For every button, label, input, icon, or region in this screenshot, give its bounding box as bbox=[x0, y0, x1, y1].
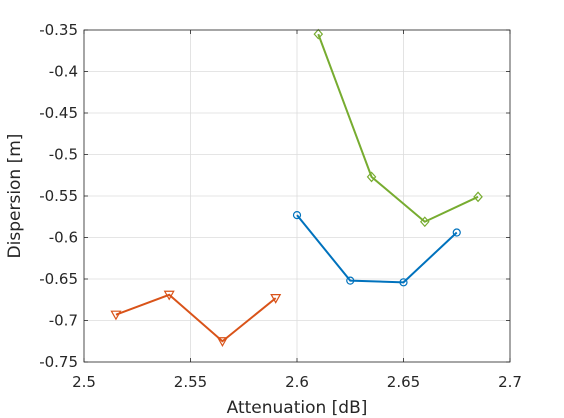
y-tick-label: -0.35 bbox=[39, 21, 78, 39]
y-tick-label: -0.4 bbox=[49, 63, 78, 81]
y-tick-label: -0.75 bbox=[39, 353, 78, 371]
series-1-marker bbox=[399, 278, 408, 287]
x-axis-label: Attenuation [dB] bbox=[227, 398, 368, 418]
series-3-marker bbox=[473, 191, 483, 203]
y-axis-label: Dispersion [m] bbox=[5, 134, 25, 259]
y-tick-label: -0.65 bbox=[39, 270, 78, 288]
x-tick-label: 2.6 bbox=[285, 373, 309, 391]
series-3-marker bbox=[419, 216, 430, 228]
y-tick-label: -0.6 bbox=[49, 229, 78, 247]
x-tick-label: 2.7 bbox=[498, 373, 522, 391]
series-3-marker bbox=[366, 171, 377, 183]
series-1-marker bbox=[452, 228, 461, 237]
series-group bbox=[110, 28, 483, 347]
series-2-marker bbox=[110, 310, 122, 321]
series-1-marker bbox=[292, 210, 302, 220]
x-tick-label: 2.5 bbox=[72, 373, 96, 391]
series-3-marker bbox=[313, 28, 324, 40]
y-tick-label: -0.5 bbox=[49, 146, 78, 164]
series-3-line bbox=[317, 33, 479, 223]
series-2-marker bbox=[216, 337, 228, 347]
series-2-marker bbox=[270, 293, 282, 304]
x-tick-label: 2.65 bbox=[387, 373, 420, 391]
y-tick-label: -0.7 bbox=[49, 312, 78, 330]
ticks: 2.5 2.55 2.6 2.65 2.7 -0.35 -0.4 -0.45 -0.5 -0.55… bbox=[39, 21, 522, 391]
y-tick-label: -0.45 bbox=[39, 104, 78, 122]
y-tick-label: -0.55 bbox=[39, 187, 78, 205]
series-2-marker bbox=[163, 290, 175, 301]
x-tick-label: 2.55 bbox=[174, 373, 207, 391]
series-1-marker bbox=[346, 276, 355, 285]
series-1-line bbox=[296, 214, 458, 284]
series-2-line bbox=[115, 293, 277, 343]
